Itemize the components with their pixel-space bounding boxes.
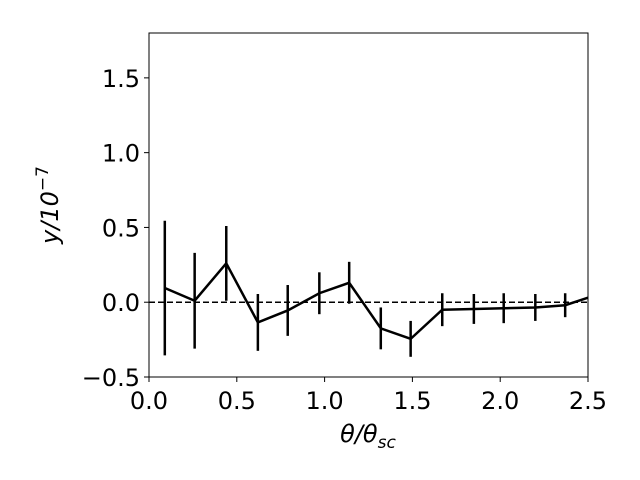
x-label-text: θ/θ (340, 420, 378, 448)
y-tick-label: −0.5 (82, 364, 140, 392)
y-axis-label: y/10−7 (33, 166, 64, 245)
plot-area (149, 220, 588, 357)
x-tick-label: 0.0 (130, 387, 168, 415)
y-tick-label: 0.5 (102, 214, 140, 242)
data-line (164, 261, 588, 341)
axes-frame (148, 32, 589, 378)
y-label-superscript: −7 (33, 166, 53, 191)
x-axis-label: θ/θsc (340, 420, 396, 453)
x-tick-label: 1.5 (393, 387, 431, 415)
x-tick-label: 2.5 (569, 387, 607, 415)
y-tick-label: 0.0 (102, 289, 140, 317)
x-label-subscript: sc (378, 433, 397, 453)
y-tick-label: 1.5 (102, 65, 140, 93)
x-tick-label: 2.0 (481, 387, 519, 415)
y-tick-label: 1.0 (102, 140, 140, 168)
x-tick-label: 0.5 (218, 387, 256, 415)
y-label-text: y/10 (36, 191, 64, 245)
x-tick-label: 1.0 (306, 387, 344, 415)
